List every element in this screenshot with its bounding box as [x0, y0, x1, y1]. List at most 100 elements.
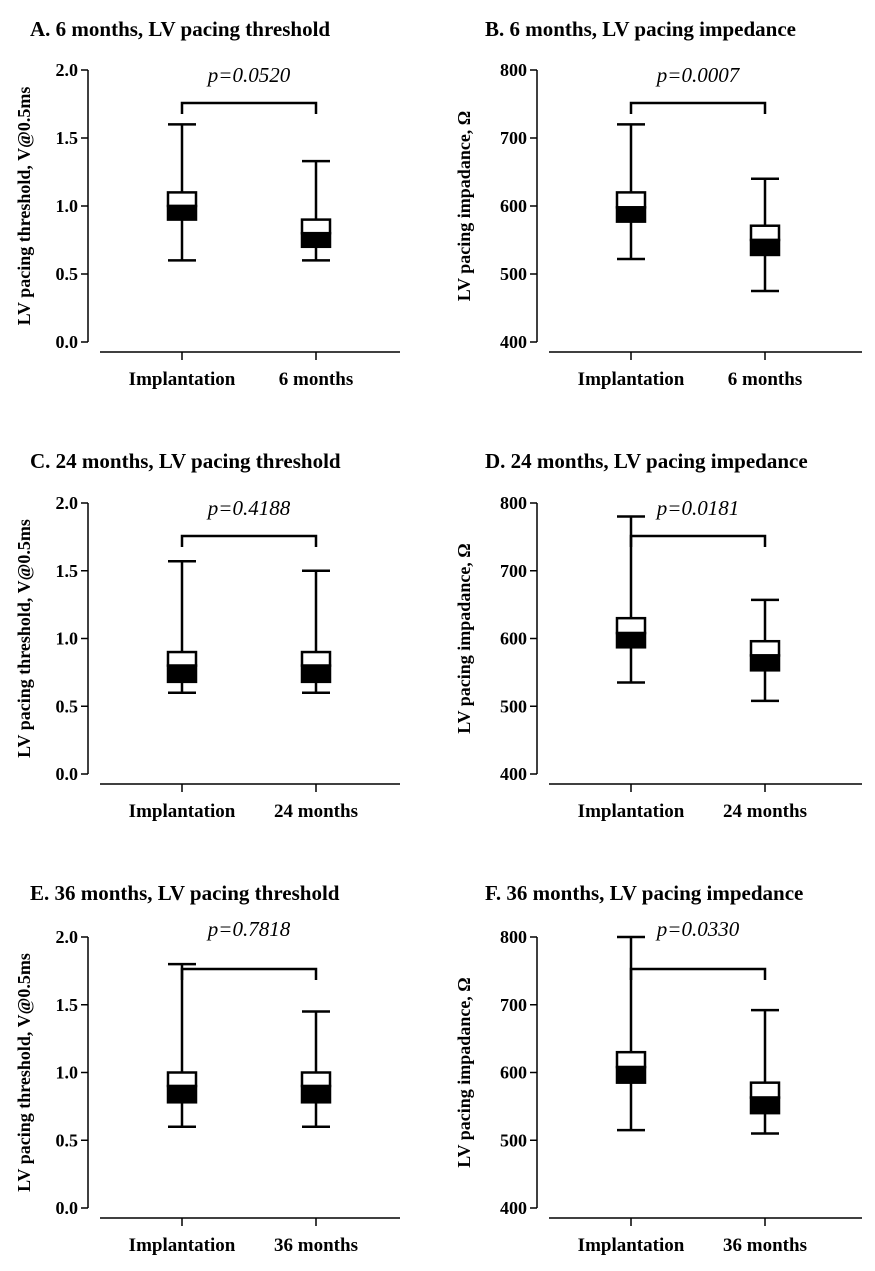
box-lower-quartile	[166, 204, 198, 221]
y-axis-label: LV pacing impadance, Ω	[454, 543, 474, 733]
x-tick-label: Implantation	[129, 1235, 236, 1256]
panel-title: E. 36 months, LV pacing threshold	[30, 881, 340, 905]
significance-bracket	[629, 101, 767, 114]
y-tick-label: 600	[500, 629, 527, 649]
y-tick-label: 2.0	[56, 60, 79, 80]
y-tick-label: 0.5	[56, 1130, 79, 1150]
box-lower-quartile	[749, 238, 781, 257]
box-lower-quartile	[615, 1065, 647, 1084]
x-tick-label: 24 months	[274, 801, 358, 822]
y-tick-label: 0.0	[56, 332, 79, 352]
y-axis-label: LV pacing threshold, V@0.5ms	[14, 953, 34, 1192]
y-tick-label: 0.0	[56, 764, 79, 784]
box-upper-quartile	[749, 1081, 781, 1099]
y-tick-label: 500	[500, 696, 527, 716]
box-1	[749, 177, 781, 360]
y-tick-label: 700	[500, 128, 527, 148]
x-tick-label: 6 months	[279, 369, 353, 390]
panel-title: D. 24 months, LV pacing impedance	[485, 449, 808, 473]
box-0	[166, 962, 198, 1226]
y-axis-label: LV pacing threshold, V@0.5ms	[14, 519, 34, 758]
y-tick-label: 600	[500, 196, 527, 216]
y-tick-label: 400	[500, 1198, 527, 1218]
significance-bracket	[180, 534, 318, 547]
y-tick-label: 2.0	[56, 927, 79, 947]
box-lower-quartile	[615, 631, 647, 649]
panel-title: C. 24 months, LV pacing threshold	[30, 449, 341, 473]
p-value-label: p=0.7818	[206, 917, 291, 941]
box-upper-quartile	[615, 191, 647, 209]
panel-title: B. 6 months, LV pacing impedance	[485, 17, 796, 41]
box-upper-quartile	[615, 1050, 647, 1069]
x-tick-label: Implantation	[129, 369, 236, 390]
box-upper-quartile	[166, 1071, 198, 1088]
box-0	[166, 123, 198, 360]
y-tick-label: 1.5	[56, 561, 79, 581]
p-value-label: p=0.0330	[655, 917, 740, 941]
box-upper-quartile	[749, 224, 781, 242]
box-lower-quartile	[300, 231, 332, 249]
p-value-label: p=0.0520	[206, 63, 291, 87]
panel-e: E. 36 months, LV pacing threshold LV paci…	[14, 881, 400, 1256]
box-upper-quartile	[166, 191, 198, 208]
box-1	[749, 598, 781, 792]
panel-f: F. 36 months, LV pacing impedance LV paci…	[454, 881, 862, 1256]
box-upper-quartile	[749, 639, 781, 657]
x-tick-label: Implantation	[129, 801, 236, 822]
y-tick-label: 1.5	[56, 128, 79, 148]
box-upper-quartile	[166, 650, 198, 667]
box-1	[300, 1010, 332, 1226]
y-tick-label: 1.0	[56, 196, 79, 216]
y-tick-label: 800	[500, 493, 527, 513]
x-tick-label: Implantation	[578, 1235, 685, 1256]
x-tick-label: Implantation	[578, 801, 685, 822]
box-lower-quartile	[615, 206, 647, 223]
significance-bracket	[629, 534, 767, 547]
y-tick-label: 0.5	[56, 264, 79, 284]
box-lower-quartile	[166, 1084, 198, 1104]
significance-bracket	[180, 101, 318, 114]
x-tick-label: Implantation	[578, 369, 685, 390]
panel-title: A. 6 months, LV pacing threshold	[30, 17, 330, 41]
box-lower-quartile	[749, 1096, 781, 1115]
significance-bracket	[629, 967, 767, 980]
box-0	[615, 515, 647, 792]
y-tick-label: 0.5	[56, 696, 79, 716]
y-tick-label: 400	[500, 332, 527, 352]
box-0	[166, 560, 198, 792]
box-0	[615, 123, 647, 360]
panel-b: B. 6 months, LV pacing impedance LV pacin…	[454, 17, 862, 390]
y-tick-label: 400	[500, 764, 527, 784]
x-tick-label: 6 months	[728, 369, 802, 390]
p-value-label: p=0.0181	[655, 496, 739, 520]
box-upper-quartile	[300, 218, 332, 235]
y-tick-label: 700	[500, 561, 527, 581]
y-tick-label: 1.0	[56, 1063, 79, 1083]
panel-c: C. 24 months, LV pacing threshold LV paci…	[14, 449, 400, 822]
box-upper-quartile	[300, 1071, 332, 1088]
panel-a: A. 6 months, LV pacing threshold LV pacin…	[14, 17, 400, 390]
x-tick-label: 36 months	[274, 1235, 358, 1256]
box-0	[615, 935, 647, 1226]
box-upper-quartile	[300, 650, 332, 667]
y-tick-label: 700	[500, 995, 527, 1015]
box-1	[300, 569, 332, 792]
x-tick-label: 36 months	[723, 1235, 807, 1256]
y-axis-label: LV pacing threshold, V@0.5ms	[14, 87, 34, 326]
box-lower-quartile	[300, 1084, 332, 1104]
p-value-label: p=0.0007	[655, 63, 741, 87]
significance-bracket	[180, 967, 318, 980]
y-tick-label: 600	[500, 1063, 527, 1083]
panel-d: D. 24 months, LV pacing impedance LV paci…	[454, 449, 862, 822]
y-tick-label: 0.0	[56, 1198, 79, 1218]
y-tick-label: 800	[500, 927, 527, 947]
y-tick-label: 800	[500, 60, 527, 80]
box-lower-quartile	[749, 654, 781, 672]
panel-title: F. 36 months, LV pacing impedance	[485, 881, 803, 905]
y-tick-label: 500	[500, 1130, 527, 1150]
y-tick-label: 2.0	[56, 493, 79, 513]
y-tick-label: 1.5	[56, 995, 79, 1015]
box-upper-quartile	[615, 616, 647, 635]
x-tick-label: 24 months	[723, 801, 807, 822]
